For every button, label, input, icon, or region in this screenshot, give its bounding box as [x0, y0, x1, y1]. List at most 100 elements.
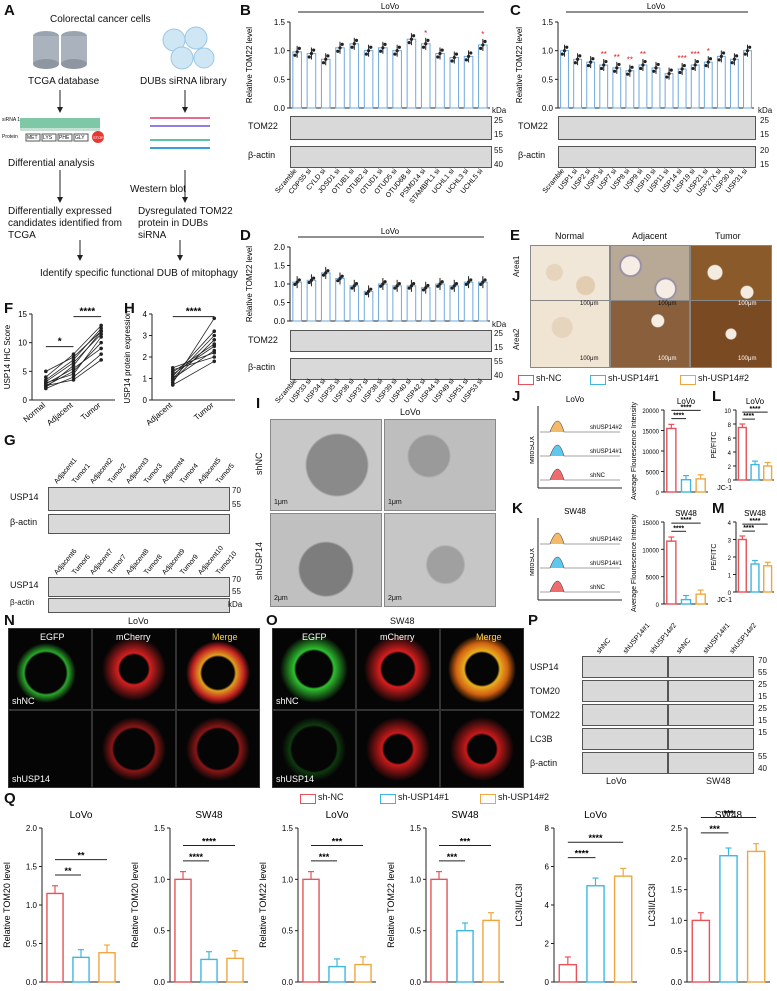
- actin-blot: [558, 146, 756, 168]
- y-tick-label: 15: [18, 310, 27, 319]
- mw-marker: 55: [232, 587, 241, 596]
- histogram-trace: [540, 580, 620, 593]
- chart-m: 0 1 2 3 4 PE/FITC SW48 JC-1 ********: [711, 509, 774, 604]
- g-lane-labels: Adjacent1Tumor1Adjacent2Tumor2Adjacent3T…: [53, 457, 236, 485]
- y-tick-label: 0: [143, 396, 148, 405]
- mw-marker: 15: [758, 716, 767, 725]
- data-point: [170, 376, 175, 381]
- g-lane-labels: Adjacent6Tumor6Adjacent7Tumor7Adjacent8T…: [53, 545, 238, 576]
- data-point: [424, 286, 428, 290]
- chart-title: LoVo: [584, 810, 607, 821]
- legend-label: sh-NC: [318, 792, 344, 802]
- panel-letter: O: [266, 612, 278, 629]
- channel-label: EGFP: [302, 632, 327, 642]
- data-point: [626, 72, 630, 76]
- chart-title: LoVo: [70, 810, 93, 821]
- row-label: shNC: [276, 696, 299, 706]
- y-tick-label: 4: [545, 901, 550, 910]
- trace-label: shNC: [590, 473, 606, 479]
- data-point: [438, 282, 442, 286]
- mcherry-shusp14: [356, 710, 440, 788]
- cand-label: Differentially expressed candidates iden…: [8, 206, 122, 241]
- cell-label: LoVo: [400, 407, 421, 417]
- significance-star: ***: [677, 54, 686, 63]
- bar: [737, 426, 747, 481]
- significance-star: ***: [691, 50, 700, 59]
- bar: [226, 957, 244, 983]
- data-point: [589, 60, 593, 64]
- bar: [378, 47, 388, 109]
- y-tick-label: 0.0: [154, 978, 166, 987]
- channel-label: EGFP: [40, 632, 65, 642]
- y-tick-label: 0: [728, 479, 732, 485]
- bar: [98, 952, 116, 983]
- mw-marker: 20: [760, 146, 769, 155]
- blot-label: USP14: [530, 662, 559, 672]
- y-tick-label: 1.0: [282, 875, 294, 884]
- data-point: [340, 42, 344, 46]
- data-point: [452, 284, 456, 288]
- data-point: [99, 352, 103, 356]
- data-point: [573, 61, 577, 65]
- channel-label: mCherry: [116, 632, 151, 642]
- panel-i: I LoVo shNC shUSP14 1μm 1μm 2μm 2μm: [250, 395, 498, 610]
- blot-label: TOM22: [248, 121, 278, 131]
- mw-marker: 15: [760, 130, 769, 139]
- tem-shnc-low: [270, 419, 382, 511]
- significance-star: *: [707, 47, 710, 56]
- blot-label: USP14: [10, 580, 39, 590]
- data-point: [364, 292, 368, 296]
- data-point: [170, 370, 175, 374]
- panel-c: C 0.0 0.5 1.0 1.5 Relative TOM22 level LoVo **…: [510, 0, 777, 225]
- y-axis-label: Average Flourescence Intensity: [631, 402, 638, 500]
- data-point: [665, 75, 669, 79]
- ihc-adjacent-2: [610, 300, 690, 368]
- data-point: [436, 55, 440, 59]
- panel-h: H 0 1 2 3 4 USP14 protein expression Adjacent T…: [120, 300, 240, 430]
- bar: [320, 58, 331, 109]
- chart-title: LoVo: [746, 397, 765, 406]
- usp14-blot: [48, 487, 230, 511]
- blot-strip: [668, 680, 754, 702]
- data-point: [479, 282, 483, 286]
- chart-h: 0 1 2 3 4 USP14 protein expression Adjacent Tum…: [123, 307, 235, 428]
- data-point: [706, 60, 710, 64]
- tom22-blot: [290, 330, 492, 352]
- significance-star: ****: [80, 307, 96, 318]
- data-point: [613, 69, 617, 73]
- y-tick-label: 1.0: [26, 901, 38, 910]
- data-point: [307, 280, 311, 285]
- bar: [695, 593, 706, 605]
- y-tick-label: 0.0: [274, 317, 286, 325]
- lane-label: shNC: [596, 637, 613, 655]
- panel-g: G Adjacent1 Tumor1 Adjacent2 Tumor2 Adjacent…: [0, 432, 250, 613]
- y-tick-label: 1.5: [671, 886, 683, 895]
- panel-letter: I: [256, 395, 261, 412]
- data-point: [99, 326, 103, 331]
- mw-marker: 25: [760, 116, 769, 125]
- data-point: [354, 282, 359, 286]
- dna-strand-icon: [20, 118, 104, 143]
- trace-label: shUSP14#2: [590, 537, 623, 543]
- data-point: [397, 282, 401, 286]
- y-tick-label: 0.5: [410, 927, 422, 936]
- y-axis-label: Relative TOM20 level: [130, 862, 140, 948]
- significance-star: ****: [750, 406, 761, 413]
- bar: [651, 67, 661, 109]
- data-point: [730, 61, 734, 65]
- bar: [691, 919, 711, 983]
- trace-label: shUSP14#1: [590, 561, 623, 567]
- significance-star: *: [424, 29, 427, 38]
- tem-shusp14-low: [270, 513, 382, 607]
- bar: [729, 58, 739, 109]
- y-tick-label: 0.5: [274, 75, 286, 84]
- y-tick-label: 1.5: [26, 863, 38, 872]
- merge-shnc: [176, 628, 260, 710]
- bar: [292, 51, 302, 109]
- data-point: [654, 66, 658, 70]
- y-tick-label: 0: [656, 491, 660, 497]
- data-point: [312, 276, 316, 280]
- blot-label: USP14: [10, 492, 39, 502]
- y-tick-label: 0.5: [274, 299, 286, 308]
